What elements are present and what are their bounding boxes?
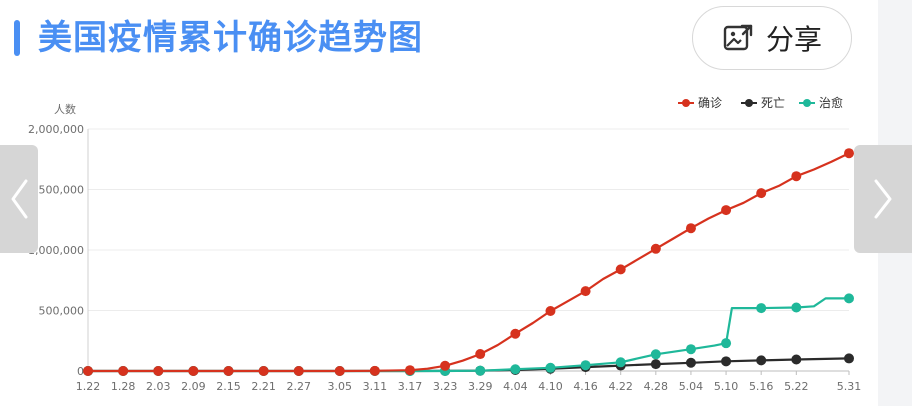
legend-item: 治愈 — [799, 95, 843, 110]
legend-item: 确诊 — [678, 96, 722, 110]
trend-chart: 0 500,000 1,000,000 1,500,000 2,000,000 人数 1.2… — [28, 95, 862, 393]
data-point — [404, 365, 415, 376]
chevron-right-icon — [874, 179, 892, 219]
data-point — [580, 286, 591, 297]
data-point — [369, 365, 380, 376]
series-markers-1 — [83, 353, 854, 376]
x-tick-label: 2.15 — [216, 380, 241, 393]
data-point — [334, 365, 345, 376]
x-tick-label: 2.09 — [181, 380, 206, 393]
data-point — [650, 359, 661, 370]
legend-swatch — [745, 99, 753, 107]
data-point — [83, 365, 93, 376]
x-tick-label: 4.10 — [538, 380, 563, 393]
title-accent-bar — [14, 20, 20, 56]
chart-card: 美国疫情累计确诊趋势图 分享 0 500,000 1,000,000 1,500,00… — [0, 0, 878, 406]
series-markers-0 — [83, 148, 854, 376]
x-tick-label: 5.04 — [679, 380, 704, 393]
y-tick-label: 2,000,000 — [28, 123, 84, 136]
x-tick-label: 4.22 — [608, 380, 633, 393]
chevron-left-icon — [11, 179, 28, 219]
data-point — [844, 148, 854, 159]
data-point — [756, 303, 767, 314]
data-point — [721, 205, 732, 216]
data-point — [545, 362, 556, 373]
data-point — [756, 355, 767, 366]
page-title: 美国疫情累计确诊趋势图 — [38, 18, 423, 58]
x-tick-label: 4.28 — [644, 380, 669, 393]
legend-swatch — [803, 99, 811, 107]
y-tick-label: 500,000 — [39, 305, 85, 318]
x-tick-label: 2.03 — [146, 380, 171, 393]
share-label: 分享 — [765, 23, 822, 56]
data-point — [721, 338, 732, 349]
data-point — [188, 365, 199, 376]
x-tick-label: 3.17 — [398, 380, 423, 393]
data-point — [844, 353, 854, 364]
y-tick-label: 0 — [77, 365, 84, 378]
data-point — [580, 360, 591, 371]
data-point — [440, 360, 451, 371]
x-tick-label: 5.16 — [749, 380, 774, 393]
series-line-1 — [88, 357, 850, 373]
legend-label: 治愈 — [819, 95, 843, 110]
x-tick-label: 5.22 — [784, 380, 809, 393]
series-markers-2 — [83, 293, 854, 376]
x-tick-label: 1.22 — [76, 380, 101, 393]
data-point — [791, 354, 802, 365]
y-tick-label: 1,000,000 — [28, 244, 84, 257]
data-point — [685, 223, 696, 234]
data-point — [615, 264, 626, 275]
data-point — [223, 365, 234, 376]
legend-swatch — [682, 99, 690, 107]
x-tick-label: 4.04 — [503, 380, 528, 393]
data-point — [650, 349, 661, 360]
x-tick-label: 2.21 — [251, 380, 276, 393]
data-point — [510, 328, 521, 339]
x-tick-label: 3.11 — [363, 380, 388, 393]
x-tick-label: 3.23 — [433, 380, 458, 393]
x-tick-label: 2.27 — [286, 380, 311, 393]
data-point — [293, 365, 304, 376]
x-tick-label: 4.16 — [573, 380, 598, 393]
series-line-0 — [88, 152, 850, 373]
data-point — [475, 349, 486, 360]
data-point — [153, 365, 164, 376]
data-point — [844, 293, 854, 304]
x-tick-label: 5.10 — [714, 380, 739, 393]
data-point — [545, 305, 556, 316]
data-point — [721, 356, 732, 367]
x-tick-label: 1.28 — [111, 380, 136, 393]
share-button[interactable]: 分享 — [692, 6, 852, 70]
share-icon — [723, 24, 753, 51]
data-point — [615, 357, 626, 368]
data-point — [650, 243, 661, 254]
legend-item: 死亡 — [741, 96, 785, 110]
x-tick-label: 3.29 — [468, 380, 493, 393]
y-tick-label: 1,500,000 — [28, 184, 84, 197]
legend-label: 死亡 — [761, 96, 785, 110]
data-point — [756, 188, 767, 199]
legend-label: 确诊 — [698, 96, 722, 110]
data-point — [475, 365, 486, 376]
y-axis-title: 人数 — [54, 103, 76, 116]
data-point — [685, 344, 696, 355]
x-tick-label: 5.31 — [837, 380, 862, 393]
prev-chart-button[interactable] — [0, 145, 38, 253]
data-point — [791, 171, 802, 182]
data-point — [258, 365, 269, 376]
next-chart-button[interactable] — [854, 145, 912, 253]
x-tick-label: 3.05 — [327, 380, 352, 393]
data-point — [510, 364, 521, 375]
data-point — [118, 365, 129, 376]
data-point — [791, 302, 802, 313]
data-point — [685, 357, 696, 368]
